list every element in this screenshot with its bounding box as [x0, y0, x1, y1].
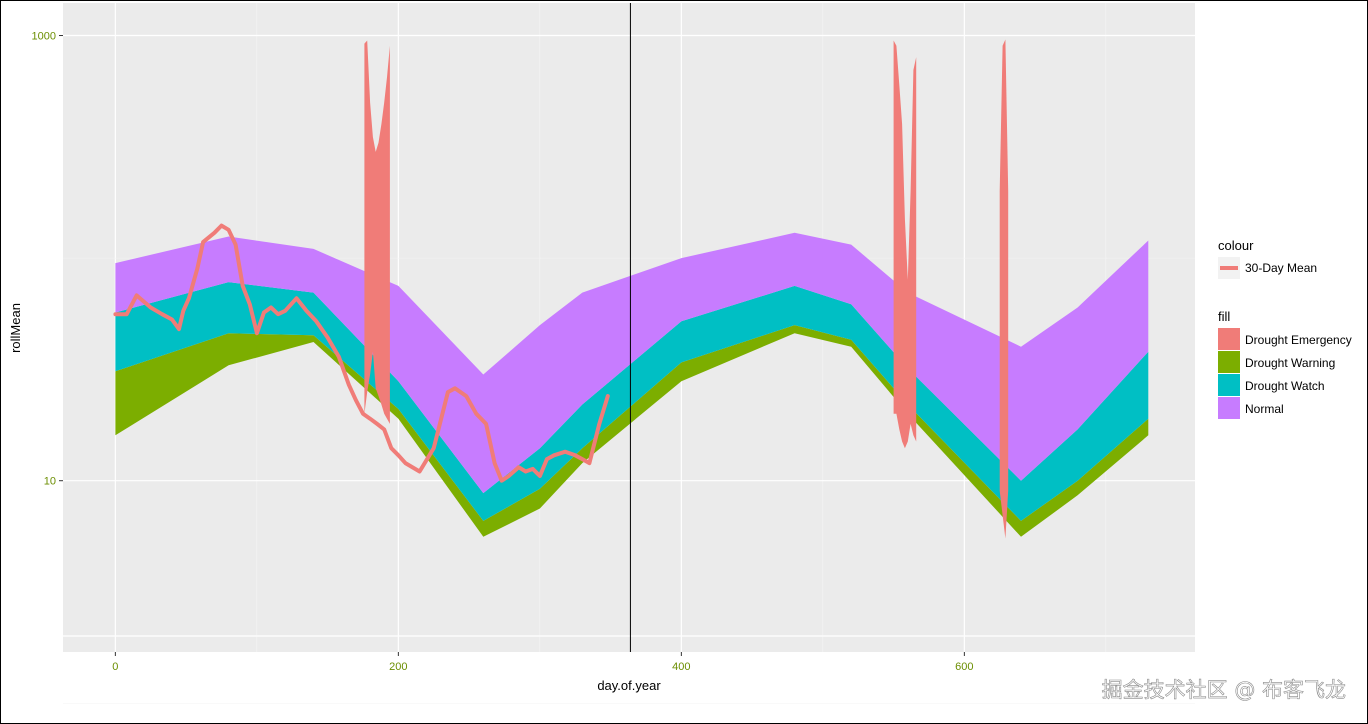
- legend-swatch-drought-emergency: [1218, 328, 1240, 350]
- emergency-spike: [364, 40, 390, 424]
- x-tick-label: 600: [955, 661, 973, 673]
- series-30-day-mean: [113, 223, 610, 483]
- legend: colour 30-Day Mean fill Drought Emergenc…: [1218, 238, 1352, 419]
- legend-label-30-day-mean: 30-Day Mean: [1245, 261, 1317, 275]
- drought-emergency-spikes: [364, 39, 1009, 539]
- x-tick-label: 200: [389, 661, 407, 673]
- band-drought-warning: [115, 325, 1149, 537]
- x-axis-ticks: 0 200 400 600: [112, 652, 974, 673]
- y-tick-label: 1000: [32, 31, 56, 43]
- watermark-text: 掘金技术社区 @ 布客飞龙: [1102, 678, 1346, 702]
- legend-label-drought-emergency: Drought Emergency: [1245, 333, 1352, 347]
- legend-fill-title: fill: [1218, 309, 1230, 324]
- x-tick-label: 0: [112, 661, 118, 673]
- legend-label-normal: Normal: [1245, 402, 1284, 416]
- series-line-30-day-mean: [113, 223, 610, 483]
- legend-swatch-drought-warning: [1218, 351, 1240, 373]
- y-axis-ticks: 10 1000: [32, 31, 63, 488]
- legend-label-drought-warning: Drought Warning: [1245, 356, 1335, 370]
- legend-swatch-normal: [1218, 397, 1240, 419]
- legend-colour-title: colour: [1218, 238, 1254, 253]
- x-axis-title: day.of.year: [597, 678, 661, 693]
- legend-label-drought-watch: Drought Watch: [1245, 379, 1325, 393]
- legend-swatch-drought-watch: [1218, 374, 1240, 396]
- emergency-spike: [893, 40, 917, 449]
- x-tick-label: 400: [672, 661, 690, 673]
- emergency-spike: [999, 39, 1009, 539]
- y-axis-title: rollMean: [8, 303, 23, 353]
- band-drought-watch: [115, 282, 1149, 521]
- y-tick-label: 10: [44, 476, 56, 488]
